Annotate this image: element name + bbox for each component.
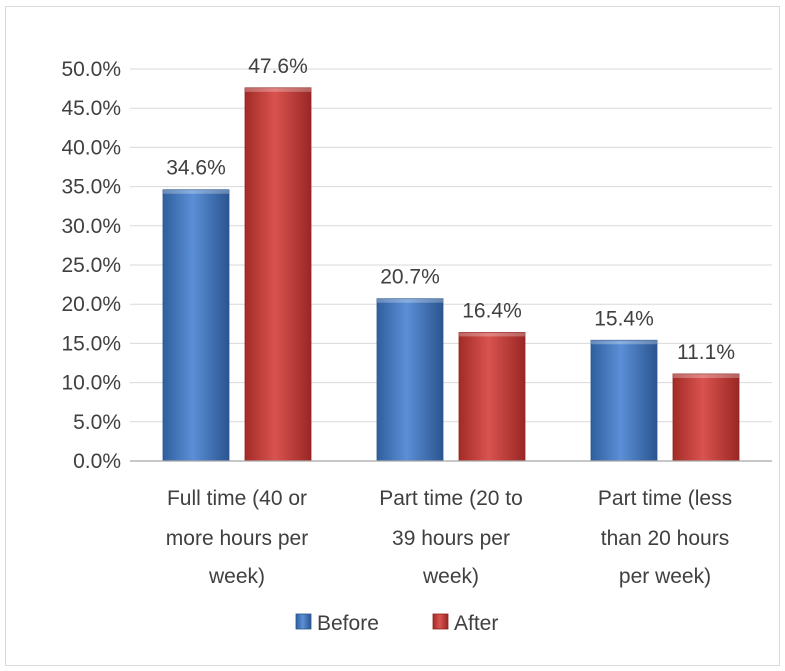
- bar-after: [458, 332, 526, 462]
- data-label: 47.6%: [248, 55, 308, 78]
- category-label: week): [422, 565, 479, 588]
- category-label: Part time (20 to: [379, 487, 523, 510]
- gridlines: [130, 68, 772, 423]
- y-tick-label: 25.0%: [61, 254, 121, 277]
- legend-swatch-after: [432, 613, 449, 630]
- bar-after: [244, 87, 312, 462]
- category-label: Full time (40 or: [167, 487, 307, 510]
- legend-label-after: After: [454, 612, 498, 635]
- bar-top-highlight: [673, 373, 739, 378]
- y-tick-label: 45.0%: [61, 97, 121, 120]
- data-label: 20.7%: [380, 266, 440, 289]
- bar-top-highlight: [459, 332, 525, 337]
- y-tick-label: 5.0%: [73, 411, 121, 434]
- data-label: 15.4%: [594, 307, 654, 330]
- category-label: than 20 hours: [601, 527, 729, 550]
- bar-top-highlight: [591, 340, 657, 345]
- y-axis-ticks: 0.0% 5.0% 10.0% 15.0% 20.0% 25.0% 30.0% 35.0% 40…: [61, 58, 121, 473]
- y-tick-label: 15.0%: [61, 332, 121, 355]
- bar-top-highlight: [245, 87, 311, 92]
- y-tick-label: 20.0%: [61, 293, 121, 316]
- legend: Before After: [295, 612, 498, 635]
- y-tick-label: 50.0%: [61, 58, 121, 81]
- bar-top-highlight: [163, 189, 229, 194]
- data-label: 11.1%: [677, 341, 735, 364]
- legend-label-before: Before: [317, 612, 379, 635]
- legend-swatch-before: [295, 613, 312, 630]
- x-axis: Full time (40 or more hours per week) Part …: [130, 460, 772, 588]
- category-label: 39 hours per: [392, 527, 510, 550]
- category-label: week): [208, 565, 265, 588]
- y-tick-label: 40.0%: [61, 136, 121, 159]
- category-label: Part time (less: [598, 487, 732, 510]
- bar-before: [376, 298, 444, 462]
- bar-after: [672, 373, 740, 462]
- category-label: more hours per: [166, 527, 308, 550]
- bars: [162, 87, 740, 462]
- category-label: per week): [619, 565, 711, 588]
- y-tick-label: 10.0%: [61, 372, 121, 395]
- bar-before: [590, 339, 658, 462]
- data-labels: 34.6% 47.6% 20.7% 16.4% 15.4% 11.1%: [166, 55, 735, 364]
- bar-top-highlight: [377, 298, 443, 303]
- y-tick-label: 35.0%: [61, 176, 121, 199]
- data-label: 34.6%: [166, 157, 226, 180]
- bar-before: [162, 189, 230, 462]
- y-tick-label: 30.0%: [61, 215, 121, 238]
- data-label: 16.4%: [462, 299, 522, 322]
- y-tick-label: 0.0%: [73, 450, 121, 473]
